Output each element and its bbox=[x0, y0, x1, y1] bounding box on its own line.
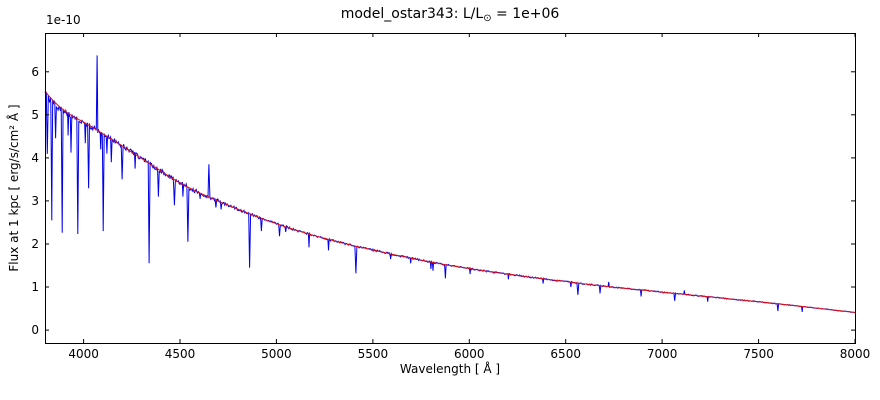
svg-text:7000: 7000 bbox=[647, 347, 678, 361]
sun-symbol: ⊙ bbox=[483, 13, 492, 24]
y-axis-offset-label: 1e-10 bbox=[46, 13, 81, 27]
svg-text:2: 2 bbox=[31, 237, 39, 251]
svg-text:6: 6 bbox=[31, 65, 39, 79]
svg-text:1: 1 bbox=[31, 280, 39, 294]
svg-text:4000: 4000 bbox=[68, 347, 99, 361]
axes-frame bbox=[45, 33, 856, 344]
spectrum-series bbox=[44, 55, 856, 314]
axes-ticks bbox=[45, 33, 856, 343]
continuum-model-series bbox=[44, 90, 856, 313]
y-axis-label: Flux at 1 kpc [ erg/s/cm² Å ] bbox=[7, 104, 21, 272]
svg-text:6000: 6000 bbox=[454, 347, 485, 361]
svg-text:5500: 5500 bbox=[358, 347, 389, 361]
svg-text:3: 3 bbox=[31, 194, 39, 208]
svg-text:5000: 5000 bbox=[261, 347, 292, 361]
plot-title: model_ostar343: L/L⊙ = 1e+06 bbox=[45, 6, 855, 24]
svg-text:6500: 6500 bbox=[550, 347, 581, 361]
svg-text:5: 5 bbox=[31, 108, 39, 122]
svg-text:7500: 7500 bbox=[743, 347, 774, 361]
svg-text:0: 0 bbox=[31, 323, 39, 337]
svg-text:4500: 4500 bbox=[165, 347, 196, 361]
plot-title-suffix: = 1e+06 bbox=[491, 6, 560, 22]
x-axis-label: Wavelength [ Å ] bbox=[399, 362, 501, 376]
svg-text:8000: 8000 bbox=[840, 347, 871, 361]
tick-labels: 4000 4500 5000 5500 6000 6500 7000 7500 8000 0 1 2 3… bbox=[31, 65, 870, 361]
plot-title-text: model_ostar343: L/L bbox=[340, 6, 484, 22]
svg-text:4: 4 bbox=[31, 151, 39, 165]
